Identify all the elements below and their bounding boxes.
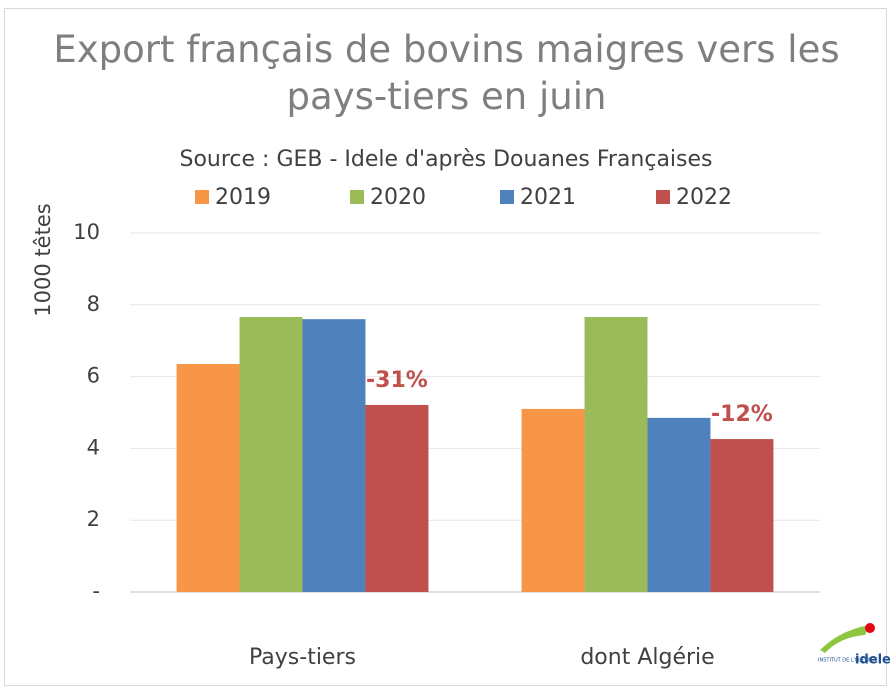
legend-label: 2022	[676, 185, 732, 210]
annotation: -31%	[366, 368, 428, 393]
bar	[365, 404, 429, 592]
chart-frame	[4, 8, 887, 686]
legend-label: 2021	[520, 185, 576, 210]
chart-title: Export français de bovins maigres vers l…	[53, 28, 840, 118]
y-tick-label: 6	[87, 364, 100, 388]
bar	[521, 408, 585, 592]
legend-swatch	[500, 190, 514, 204]
chart-subtitle: Source : GEB - Idele d'après Douanes Fra…	[180, 147, 713, 172]
y-tick-label: -	[92, 579, 100, 603]
y-axis-label: 1000 têtes	[31, 203, 55, 316]
bar	[239, 317, 303, 592]
legend-label: 2019	[215, 185, 271, 210]
logo-dot	[865, 623, 875, 633]
x-tick-label: dont Algérie	[580, 645, 714, 670]
y-tick-label: 10	[73, 220, 100, 244]
bar	[647, 417, 711, 592]
y-tick-label: 2	[87, 507, 100, 531]
legend-label: 2020	[370, 185, 426, 210]
logo-name: idele	[855, 653, 891, 668]
logo-text: INSTITUT DE L'ELEVAGE	[818, 658, 878, 664]
x-tick-label: Pays-tiers	[249, 645, 356, 670]
bar	[302, 319, 366, 592]
legend-swatch	[195, 190, 209, 204]
logo-swoosh	[820, 625, 870, 653]
bar	[176, 364, 240, 592]
y-tick-label: 4	[87, 435, 100, 459]
legend-swatch	[656, 190, 670, 204]
bar	[584, 317, 648, 592]
bar	[710, 439, 774, 592]
y-tick-label: 8	[87, 292, 100, 316]
legend-swatch	[350, 190, 364, 204]
annotation: -12%	[711, 402, 773, 427]
